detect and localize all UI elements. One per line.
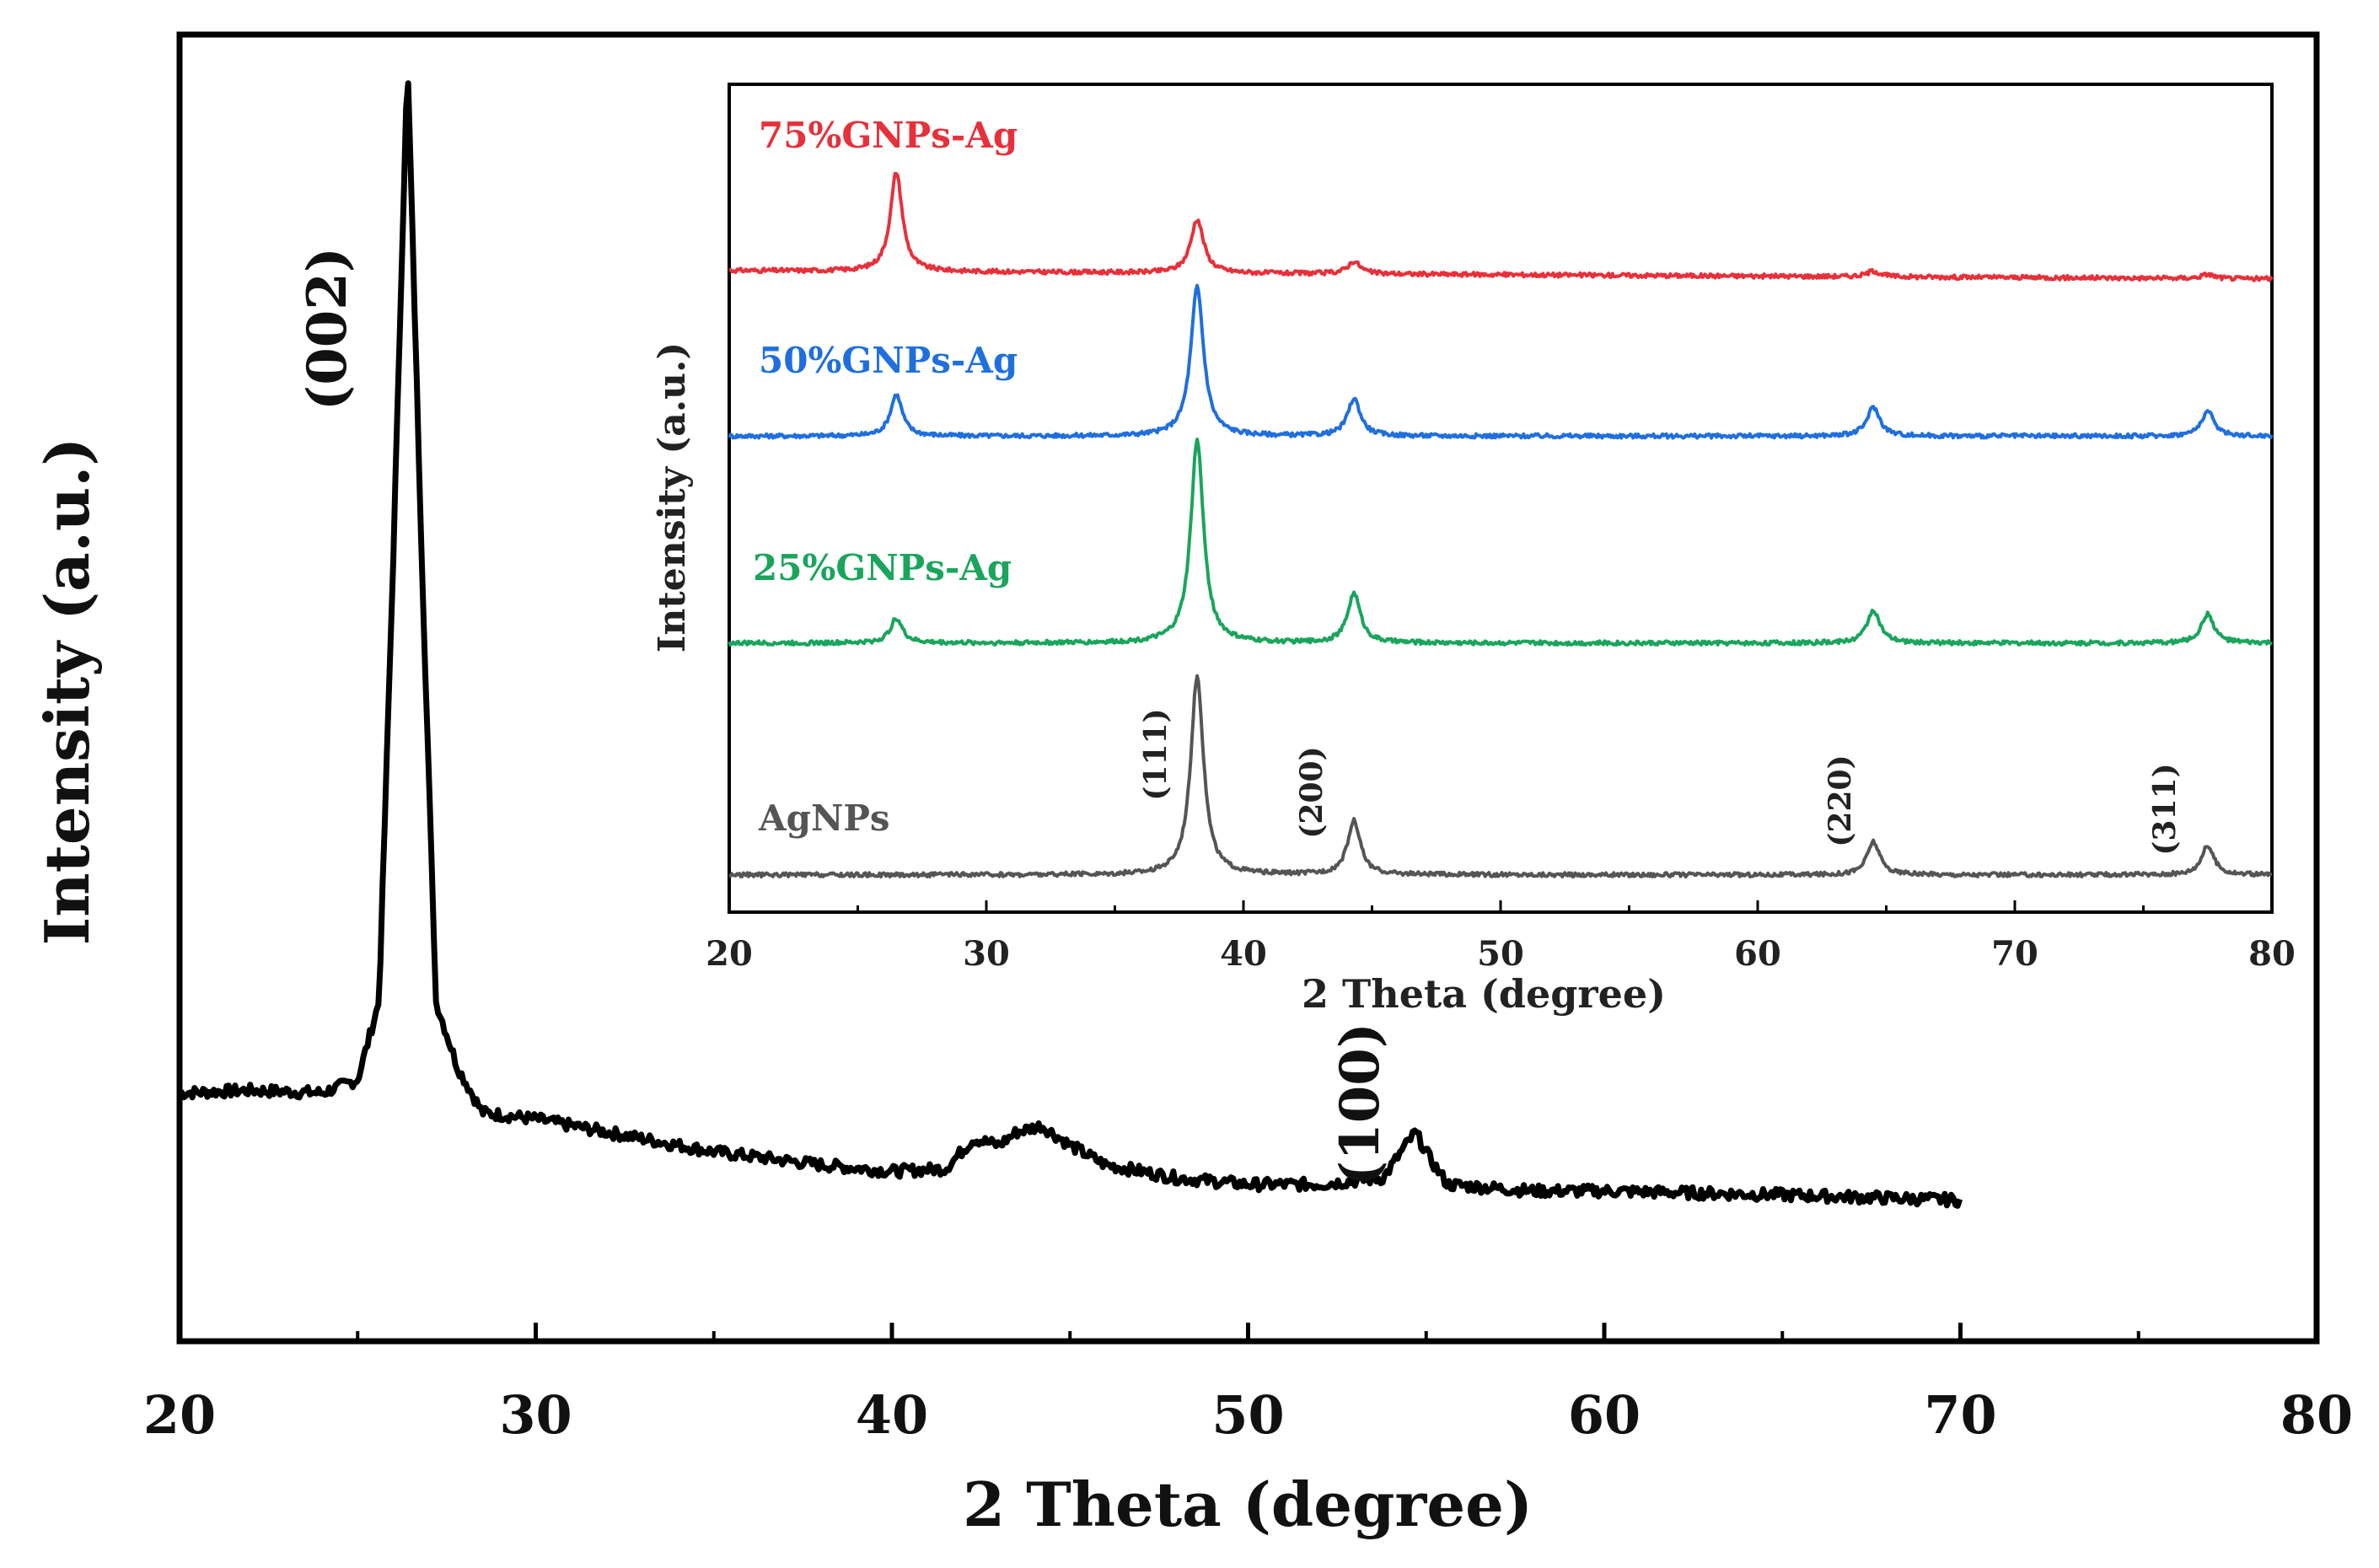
inset-x-tick-label: 40 xyxy=(1220,934,1267,974)
main-x-tick-label: 80 xyxy=(2280,1384,2353,1446)
main-x-tick-label: 40 xyxy=(856,1384,928,1446)
series-label-agnps: AgNPs xyxy=(758,797,890,839)
inset-y-axis-label: Intensity (a.u.) xyxy=(651,342,694,652)
inset-x-tick-labels: 20 30 40 50 60 70 80 xyxy=(706,934,2296,974)
inset-x-tick-label: 20 xyxy=(706,934,753,974)
series-line-50-gnps-ag xyxy=(728,283,2274,440)
main-x-tick-label: 20 xyxy=(143,1384,216,1446)
main-x-tick-label: 70 xyxy=(1924,1384,1996,1446)
series-line-agnps xyxy=(728,674,2273,879)
main-x-ticks xyxy=(177,1323,2319,1341)
main-annotation-002: (002) xyxy=(296,247,359,411)
inset-x-tick-label: 80 xyxy=(2248,934,2296,974)
inset-x-ticks xyxy=(728,900,2274,912)
inset-background xyxy=(729,84,2272,912)
inset-annotation-200: (200) xyxy=(1294,746,1329,838)
inset-x-tick-label: 30 xyxy=(963,934,1010,974)
inset-annotation-111: (111) xyxy=(1138,708,1173,800)
main-x-tick-label: 30 xyxy=(499,1384,572,1446)
series-line-25-gnps-ag xyxy=(728,438,2274,647)
inset-annotation-220: (220) xyxy=(1823,754,1858,846)
series-label-75-gnps-ag: 75%GNPs-Ag xyxy=(759,115,1018,156)
series-line-75-gnps-ag xyxy=(728,172,2274,282)
inset-x-tick-label: 50 xyxy=(1477,934,1524,974)
series-label-50-gnps-ag: 50%GNPs-Ag xyxy=(759,340,1018,381)
inset-x-tick-label: 70 xyxy=(1991,934,2038,974)
main-x-tick-label: 60 xyxy=(1568,1384,1641,1446)
inset-annotation-311: (311) xyxy=(2147,763,2183,855)
main-xrd-line xyxy=(178,80,1963,1209)
main-x-axis-label: 2 Theta (degree) xyxy=(963,1469,1533,1540)
main-x-tick-label: 50 xyxy=(1211,1384,1284,1446)
series-label-25-gnps-ag: 25%GNPs-Ag xyxy=(753,547,1012,588)
inset-x-tick-label: 60 xyxy=(1734,934,1781,974)
main-y-axis-label: Intensity (a.u.) xyxy=(31,438,103,946)
inset-x-axis-label: 2 Theta (degree) xyxy=(1302,971,1666,1017)
main-annotation-100: (100) xyxy=(1329,1023,1392,1186)
main-x-tick-labels: 20 30 40 50 60 70 80 xyxy=(143,1384,2353,1446)
